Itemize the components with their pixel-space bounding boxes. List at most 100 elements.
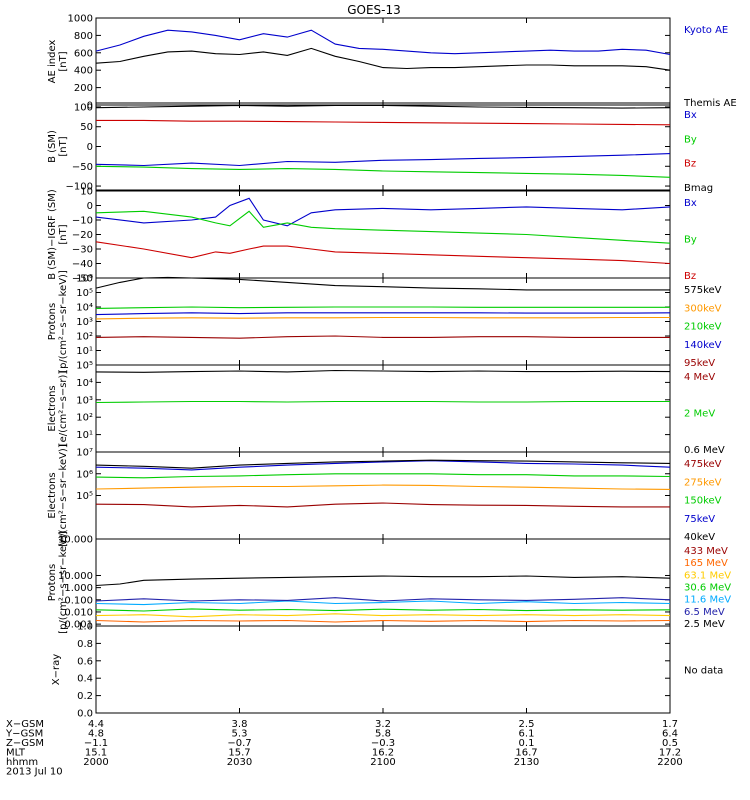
series-line [95,575,671,587]
panel-5: 10¹ 10² 10³ 10⁴ 10⁵ Electrons[e/(cm²−s−sr)] 4 … [47,361,725,457]
series-line [95,369,671,373]
y-tick-label: 0 [87,101,93,112]
ephemeris-value: 2000 [83,757,108,768]
legend-entry: 0.6 MeV [684,445,725,456]
series-line [95,104,671,109]
series-line [95,197,671,227]
ephemeris-value: 1.7 [662,719,678,730]
y-tick-label: 10⁴ [76,303,93,314]
ephemeris-value: 16.2 [372,748,394,759]
y-tick-label: −40 [72,259,93,270]
y-tick-label: −20 [72,230,93,241]
series-line [95,619,671,623]
ephemeris-value: 6.4 [662,729,678,740]
y-tick-label: 0.010 [64,607,93,618]
panel-4: 10¹ 10² 10³ 10⁴ 10⁵ 10⁶ Protons[p/(cm²−s−sr−ke… [47,270,722,373]
y-tick-label: 10 [80,187,93,198]
legend-entry: By [684,235,697,246]
panel-2: −100 −50 0 50 100 B (SM)[nT] Bx By Bz Bmag [47,102,713,194]
series-line [95,47,671,71]
y-tick-label: 10² [76,413,93,424]
ephemeris-value: 15.1 [85,748,107,759]
legend-entry: 210keV [684,322,722,333]
y-tick-label: 0.100 [64,595,93,606]
y-tick-label: 0.0 [77,709,93,720]
y-axis-label: B (SM)−IGRF (SM)[nT] [47,189,69,280]
series-line [95,153,671,167]
y-tick-label: 10¹ [76,430,93,441]
legend-entry: 2.5 MeV [684,619,725,630]
y-tick-label: 10⁵ [76,361,93,372]
ephemeris-label: Z−GSM [6,738,44,749]
y-tick-label: 50 [80,122,93,133]
series-line [95,502,670,508]
panel-frame [95,538,671,627]
y-axis-label: Electrons[e/(cm²−s−sr)] [47,371,69,447]
y-tick-label: −50 [72,274,93,285]
panel-6: 10⁵ 10⁶ 10⁷ Electrons[e/(cm²−s−sr−keV)] 475k… [47,444,722,547]
no-data-note: No data [684,666,723,677]
ephemeris-table: X−GSM 4.4 3.8 3.2 2.5 1.7 Y−GSM 4.8 5.3 5.8 6.1 6.4… [5,719,683,778]
y-tick-label: 0.2 [77,691,93,702]
ephemeris-value: −0.3 [371,738,395,749]
ephemeris-value: 2.5 [519,719,535,730]
legend-entry: 75keV [684,514,715,525]
legend-entry: 40keV [684,532,715,543]
series-line [95,276,670,291]
panel-frame [95,102,671,191]
ephemeris-value: 16.7 [515,748,537,759]
series-line [95,473,671,479]
ephemeris-label: MLT [6,748,26,759]
ephemeris-value: −1.1 [84,738,108,749]
panel-frame [95,190,671,279]
y-axis-label: Electrons[e/(cm²−s−sr−keV)] [47,444,69,547]
ephemeris-label: hhmm [6,757,38,768]
y-tick-label: 800 [74,31,93,42]
legend-entry: 433 MeV [684,546,728,557]
panel-7: 0.0010.0100.1001.00010.00010.000Protons[… [47,531,731,634]
ephemeris-value: 15.7 [228,748,250,759]
ephemeris-value: 3.8 [232,719,248,730]
y-tick-label: −100 [66,182,93,193]
series-line [95,306,670,309]
ephemeris-value: 2100 [370,757,395,768]
ephemeris-value: 0.5 [662,738,678,749]
panel-8: 0.0 0.2 0.4 0.6 0.8 1.0 X−ray No data [51,622,723,720]
y-tick-label: 1.000 [64,583,93,594]
y-tick-label: 1.0 [77,622,93,633]
panel-frame [95,364,671,453]
ephemeris-label: Y−GSM [5,729,43,740]
ephemeris-value: 2030 [227,757,252,768]
series-line [95,165,671,178]
ephemeris-label: X−GSM [6,719,44,730]
ephemeris-value: 3.2 [375,719,391,730]
y-tick-label: 10⁵ [76,288,93,299]
y-tick-label: 0 [87,142,93,153]
legend-entry: 150keV [684,496,722,507]
legend-entry: Bmag [684,183,713,194]
series-line [95,335,670,339]
y-tick-label: 10⁴ [76,378,93,389]
y-tick-label: 0.001 [64,620,93,631]
legend-entry: 95keV [684,358,715,369]
legend-entry: 165 MeV [684,558,728,569]
ephemeris-value: 2130 [514,757,539,768]
y-tick-label: 600 [74,48,93,59]
ephemeris-value: 4.4 [88,719,104,730]
y-tick-label: 100 [74,102,93,113]
y-tick-label: 1000 [68,14,93,25]
series-line [95,316,670,320]
y-axis-label: Protons[p/(cm²−s−sr−keV)] [47,531,69,634]
y-tick-label: −10 [72,216,93,227]
y-tick-label: 10¹ [76,346,93,357]
y-tick-label: 0 [87,201,93,212]
legend-entry: Bz [684,271,696,282]
ephemeris-value: 17.2 [659,748,681,759]
panel-frame [95,625,671,714]
series-line [95,608,671,612]
legend-entry: 300keV [684,303,722,314]
panel-3: −50 −40 −30 −20 −10 0 10 B (SM)−IGRF (SM)[nT] Bx… [47,187,697,285]
legend-entry: 4 MeV [684,372,715,383]
series-line [95,241,671,265]
